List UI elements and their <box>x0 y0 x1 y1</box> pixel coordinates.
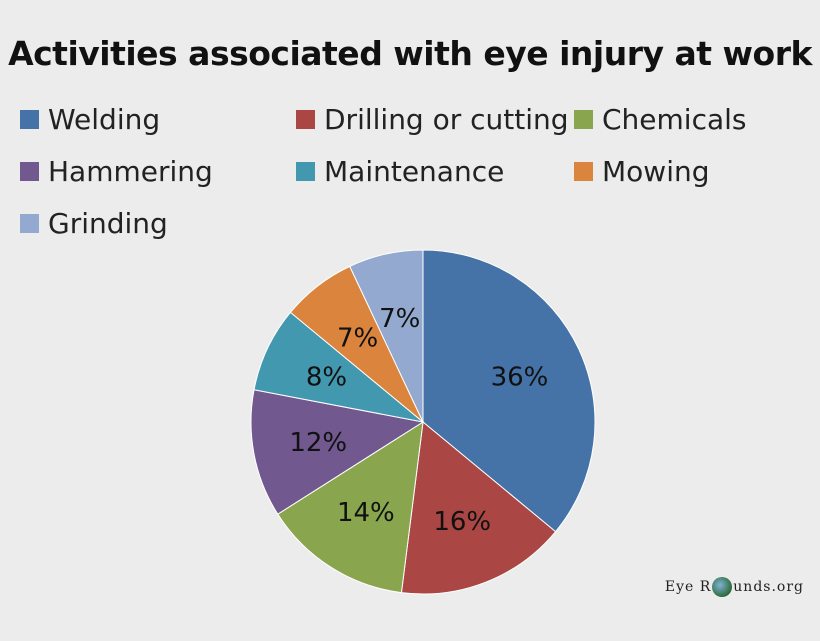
pie-slice-drilling-or-cutting <box>400 421 557 595</box>
legend-item-hammering: Hammering <box>20 155 213 188</box>
pie-slice-grinding <box>349 249 424 423</box>
legend-item-chemicals: Chemicals <box>574 103 747 136</box>
legend-label: Hammering <box>48 155 213 188</box>
legend-item-grinding: Grinding <box>20 207 168 240</box>
pie-data-label: 8% <box>306 363 347 393</box>
legend-label: Welding <box>48 103 161 136</box>
legend-item-mowing: Mowing <box>574 155 710 188</box>
legend-label: Grinding <box>48 207 168 240</box>
eyerounds-watermark: Eye R unds.org <box>665 577 804 597</box>
legend-label: Mowing <box>602 155 710 188</box>
legend-item-welding: Welding <box>20 103 160 136</box>
pie-data-label: 16% <box>433 507 491 537</box>
legend-label: Drilling or cutting <box>324 103 569 136</box>
watermark-text-left: Eye R <box>664 579 712 595</box>
legend-swatch <box>296 110 315 129</box>
pie-slice-hammering <box>250 389 425 515</box>
legend-swatch <box>20 110 39 129</box>
legend-swatch <box>20 162 39 181</box>
pie-data-label: 36% <box>491 363 549 393</box>
legend-swatch <box>574 110 593 129</box>
legend-item-drilling-or-cutting: Drilling or cutting <box>296 103 569 136</box>
watermark-text-right: unds.org <box>733 579 804 595</box>
pie-slice-chemicals <box>277 421 424 594</box>
legend-swatch <box>574 162 593 181</box>
pie-data-label: 7% <box>379 304 420 334</box>
chart-title: Activities associated with eye injury at… <box>8 34 812 73</box>
globe-icon <box>712 577 733 597</box>
pie-data-label: 12% <box>289 428 347 458</box>
legend-label: Maintenance <box>324 155 505 188</box>
legend: Welding Drilling or cutting Chemicals Hamme… <box>0 0 820 260</box>
legend-swatch <box>20 214 39 233</box>
pie-slice-welding <box>422 249 596 533</box>
legend-swatch <box>296 162 315 181</box>
pie-data-label: 14% <box>337 498 395 528</box>
legend-label: Chemicals <box>602 103 747 136</box>
legend-item-maintenance: Maintenance <box>296 155 504 188</box>
pie-data-label: 7% <box>337 324 378 354</box>
